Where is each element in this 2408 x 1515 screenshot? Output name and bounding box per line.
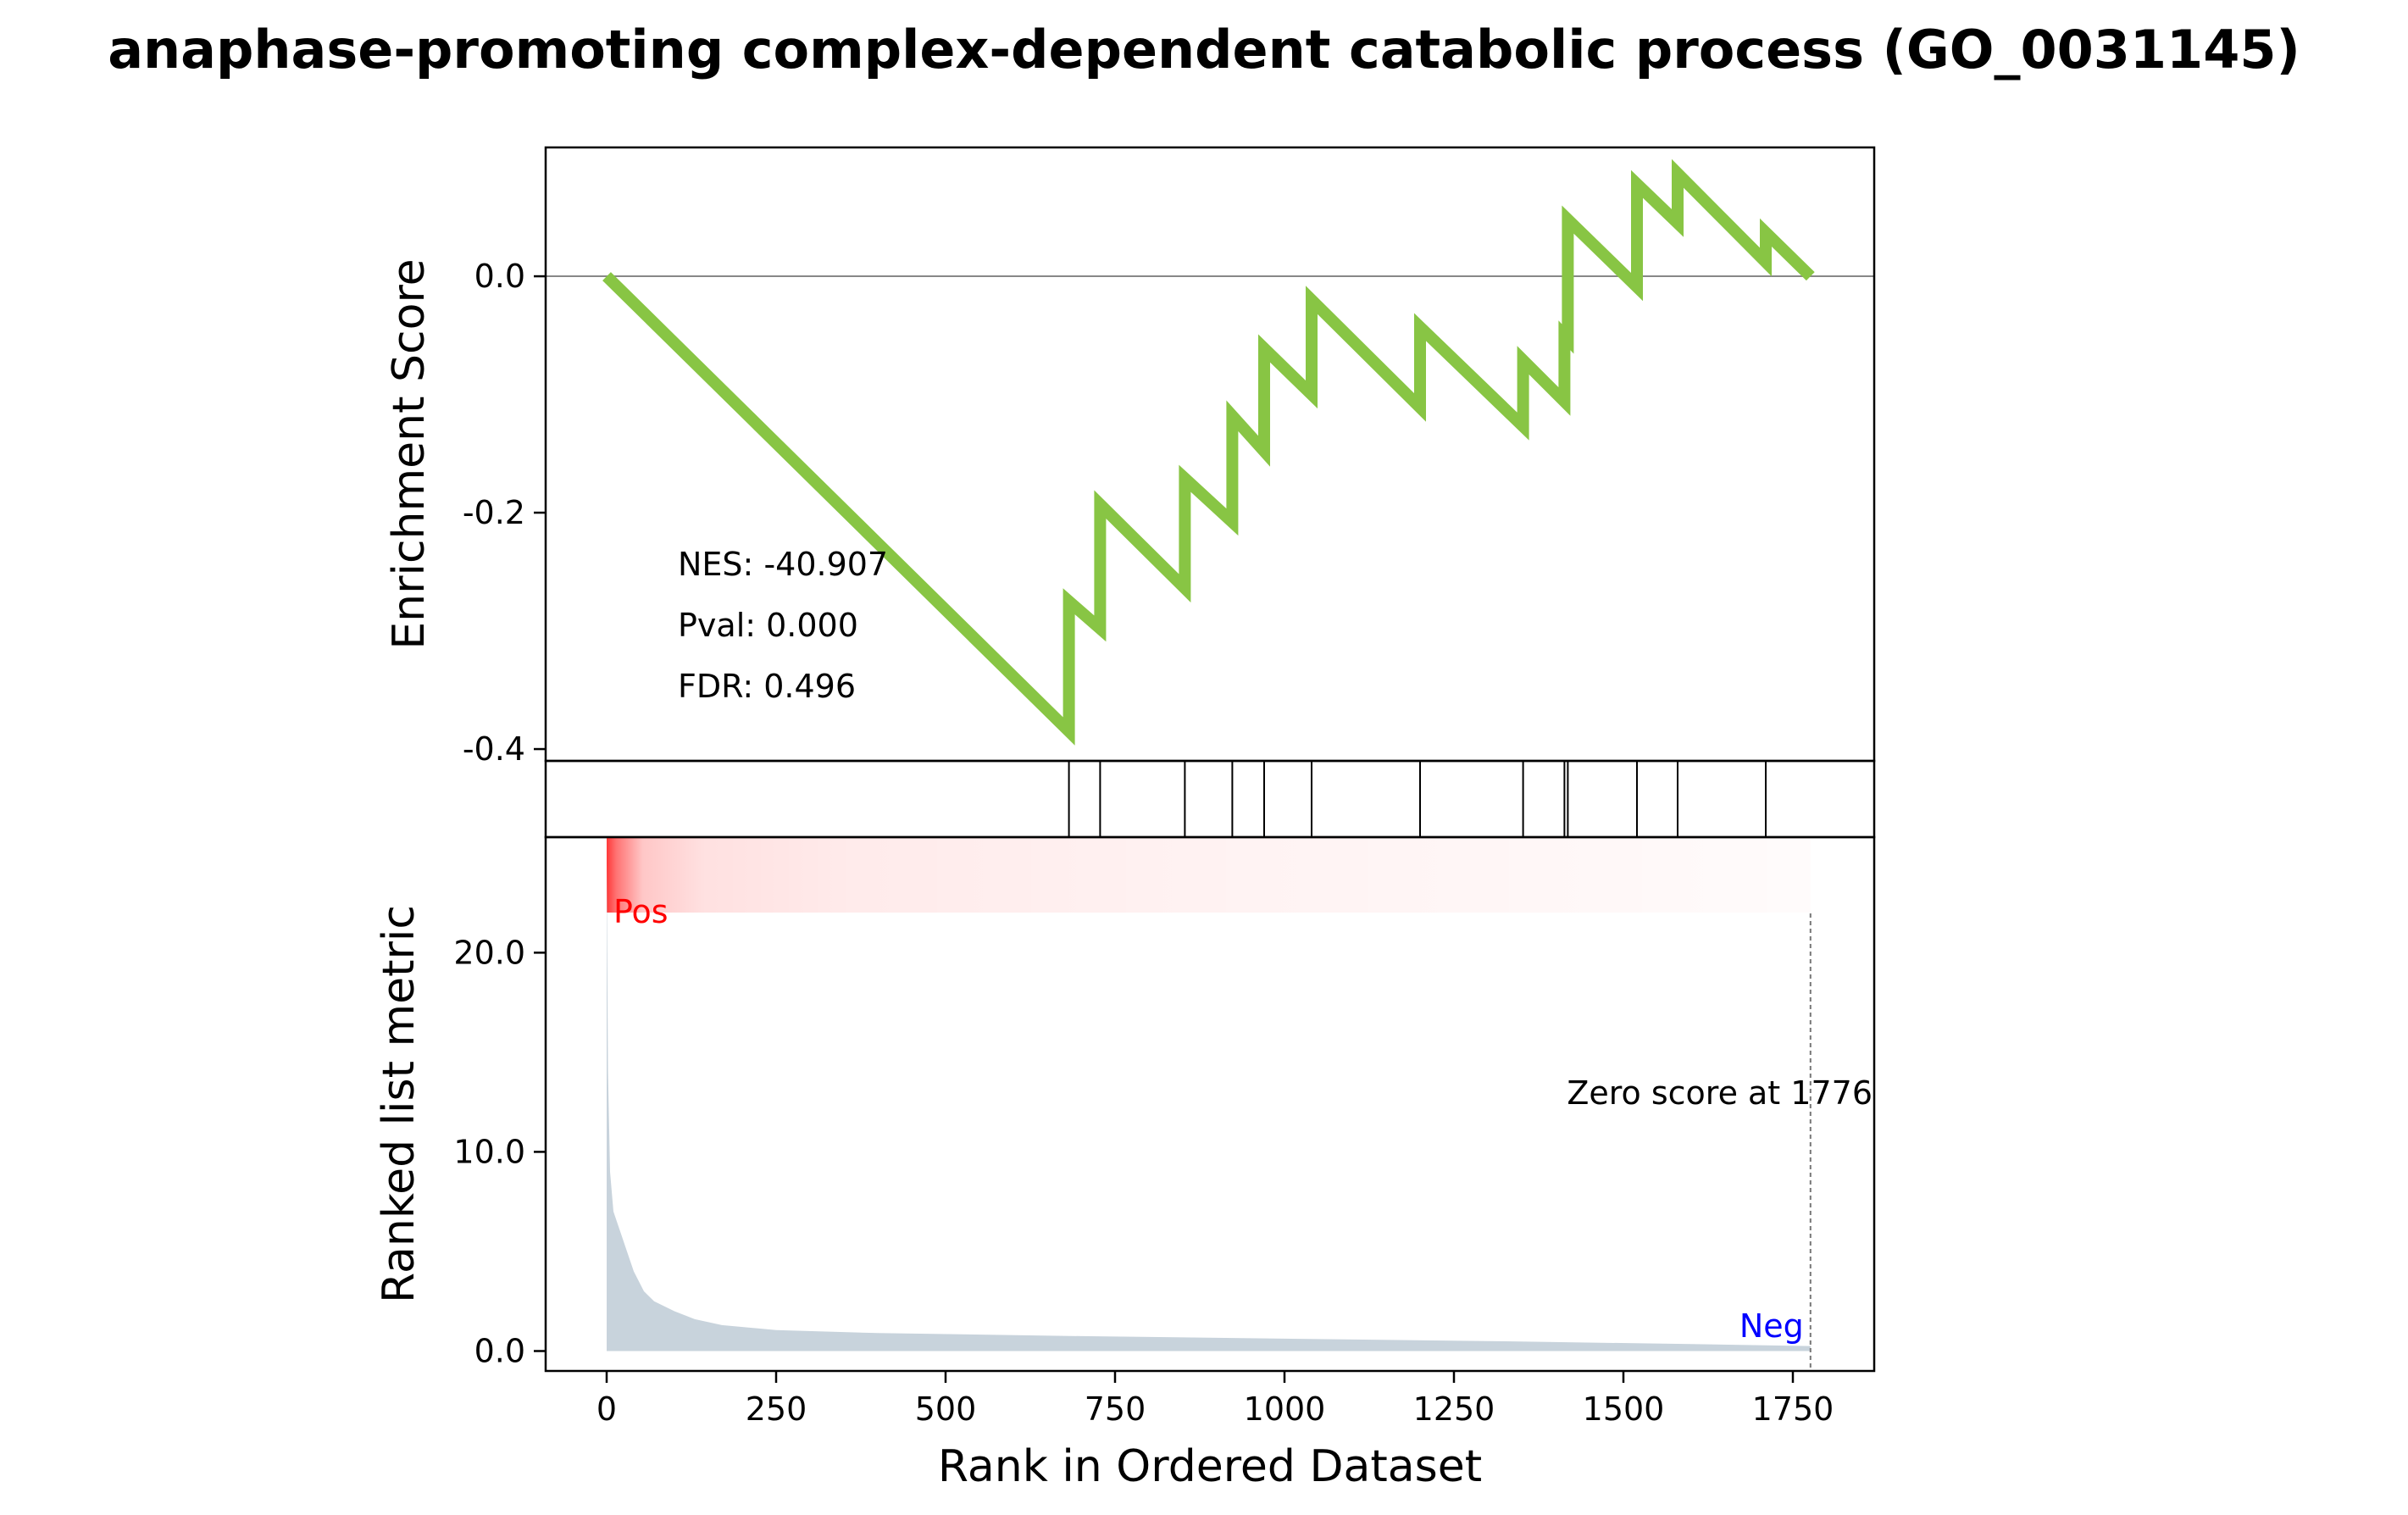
x-tick-label: 1500 — [1583, 1390, 1665, 1428]
x-tick-label: 500 — [915, 1390, 977, 1428]
fdr-stat: FDR: 0.496 — [678, 668, 856, 705]
x-axis-ticks: 0 250 500 750 1000 1250 1500 1750 — [596, 1371, 1834, 1428]
metric-y-ticks: 0.0 10.0 20.0 — [453, 934, 546, 1369]
enrichment-y-tick-label: -0.2 — [463, 494, 525, 531]
x-tick-label: 1250 — [1413, 1390, 1495, 1428]
metric-y-axis-label: Ranked list metric — [374, 905, 424, 1303]
x-tick-label: 750 — [1085, 1390, 1146, 1428]
ranked-metric-panel: Zero score at 1776 Pos Neg 0.0 10.0 20.0 R… — [374, 835, 1876, 1373]
hits-axes-frame — [544, 759, 1876, 839]
zero-score-label: Zero score at 1776 — [1567, 1074, 1873, 1112]
enrichment-panel: 0.0 -0.2 -0.4 Enrichment Score NES: -40.90… — [384, 146, 1876, 768]
nes-stat: NES: -40.907 — [678, 546, 888, 583]
x-tick-label: 0 — [596, 1390, 617, 1428]
metric-y-tick-label: 20.0 — [453, 934, 525, 971]
x-tick-label: 1750 — [1752, 1390, 1834, 1428]
x-tick-label: 1000 — [1244, 1390, 1326, 1428]
pos-label: Pos — [613, 893, 669, 930]
enrichment-y-axis-label: Enrichment Score — [384, 258, 435, 649]
ranked-heatmap-bar — [607, 838, 1811, 913]
enrichment-y-tick-label: -0.4 — [463, 730, 525, 768]
metric-y-tick-label: 0.0 — [474, 1332, 525, 1369]
gene-hit-markers — [1068, 761, 1767, 837]
pval-stat: Pval: 0.000 — [678, 607, 858, 644]
enrichment-y-ticks: 0.0 -0.2 -0.4 — [463, 258, 546, 768]
neg-label: Neg — [1739, 1307, 1804, 1345]
enrichment-y-tick-label: 0.0 — [474, 258, 525, 295]
chart-title: anaphase-promoting complex-dependent cat… — [108, 19, 2300, 80]
metric-axes-frame — [544, 835, 1876, 1373]
hits-panel — [544, 759, 1876, 839]
x-axis-label: Rank in Ordered Dataset — [938, 1441, 1482, 1492]
enrichment-score-line — [602, 158, 1815, 746]
metric-y-tick-label: 10.0 — [453, 1133, 525, 1170]
x-tick-label: 250 — [746, 1390, 807, 1428]
